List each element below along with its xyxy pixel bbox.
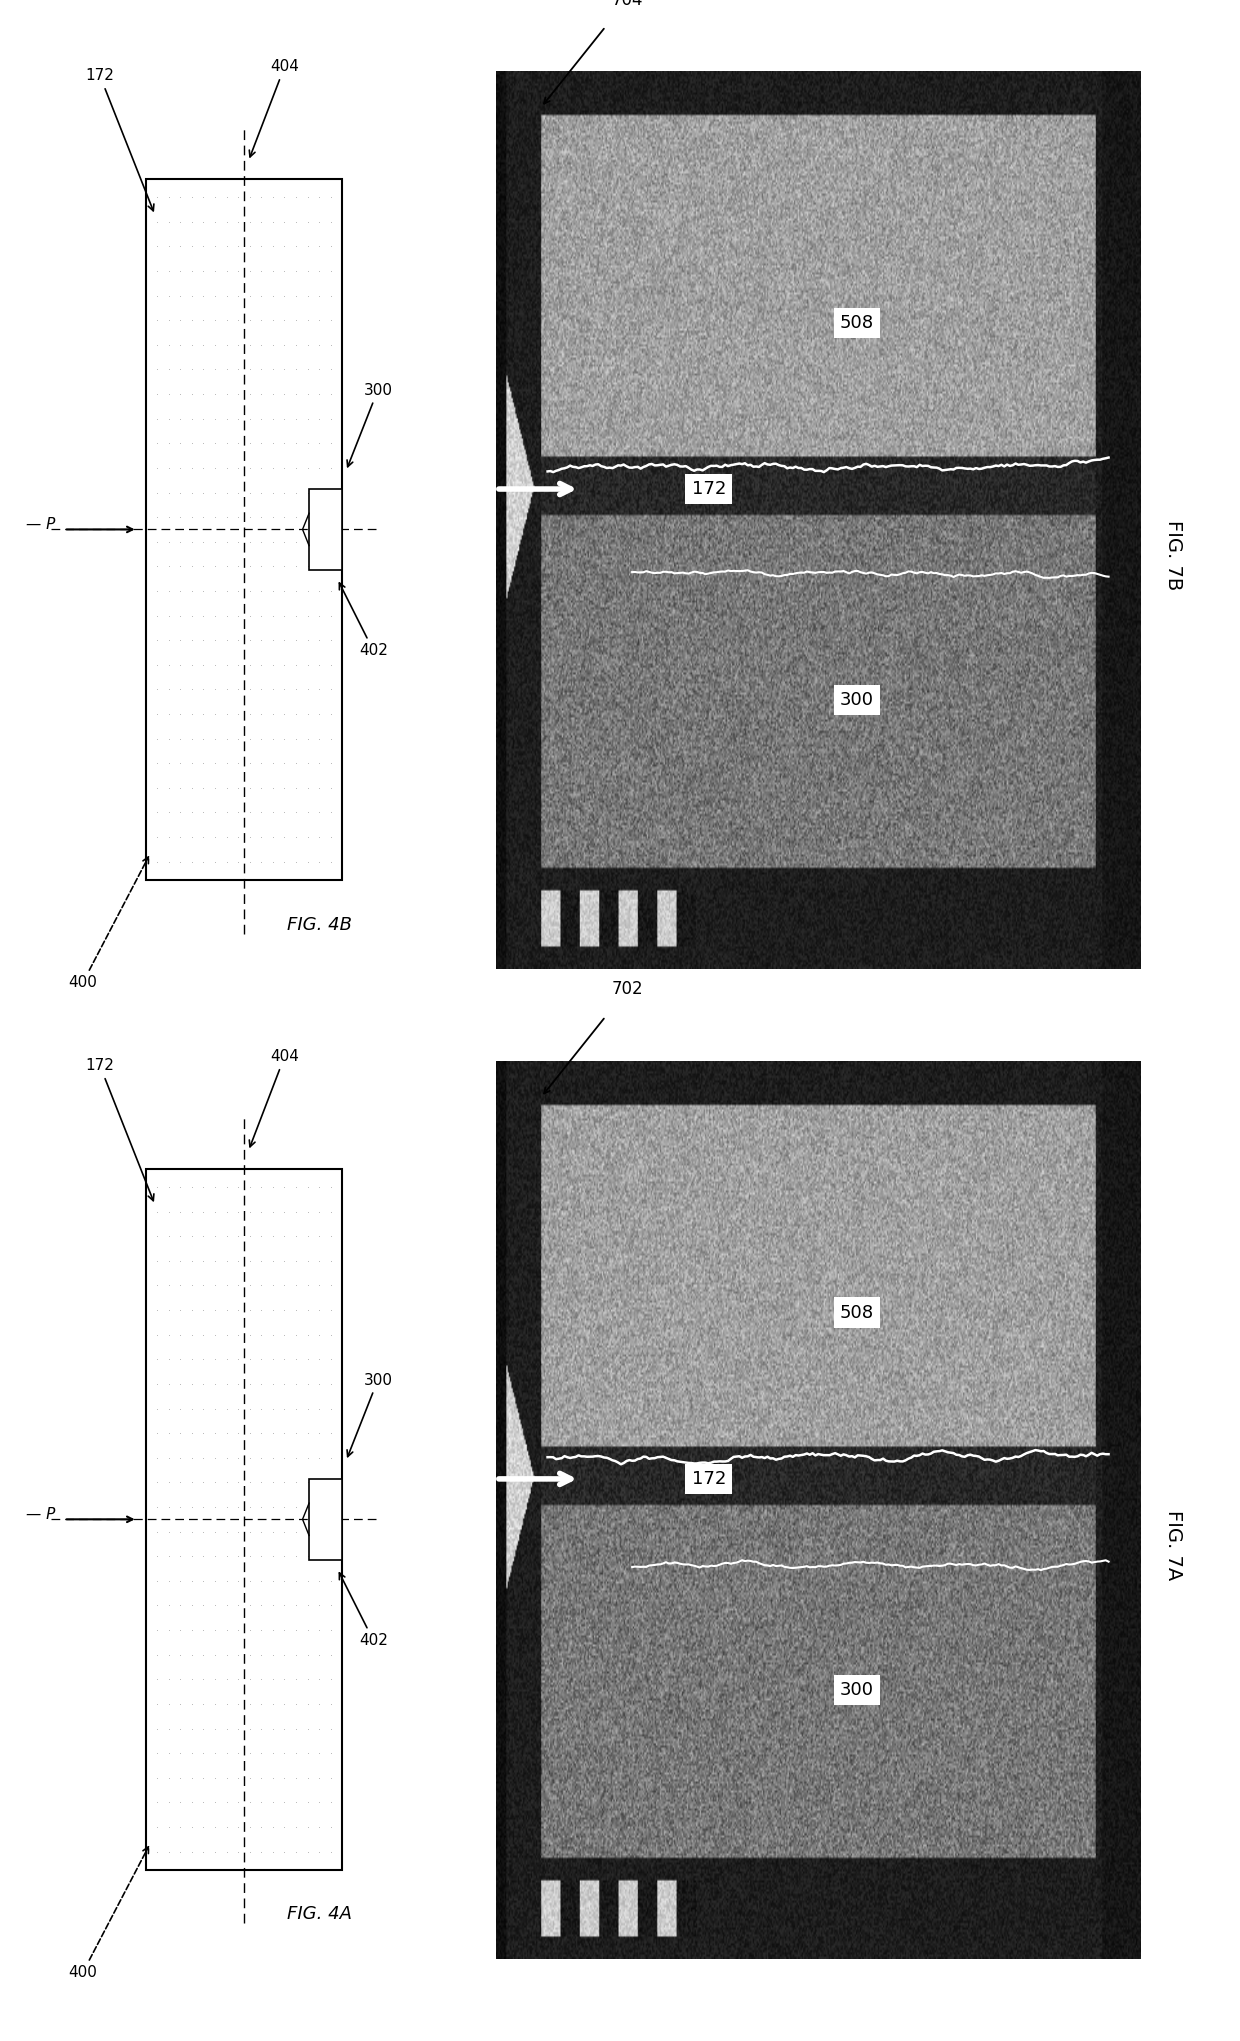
Text: 702: 702: [613, 980, 644, 998]
Text: 400: 400: [68, 857, 149, 990]
Bar: [146, 1169, 342, 1870]
Text: 404: 404: [249, 1049, 299, 1147]
Text: — P: — P: [26, 1508, 56, 1523]
Text: FIG. 7B: FIG. 7B: [1163, 520, 1183, 590]
Text: FIG. 4B: FIG. 4B: [288, 916, 352, 933]
Text: 508: 508: [839, 314, 874, 333]
Text: 404: 404: [249, 59, 299, 157]
Text: FIG. 4A: FIG. 4A: [288, 1906, 352, 1923]
Text: 172: 172: [692, 480, 725, 498]
Text: 300: 300: [839, 1682, 874, 1698]
Text: 172: 172: [86, 1059, 154, 1200]
Text: 402: 402: [340, 1574, 388, 1647]
Text: 508: 508: [839, 1304, 874, 1323]
Text: 400: 400: [68, 1847, 149, 1980]
Text: 300: 300: [347, 384, 392, 467]
Bar: [309, 490, 342, 569]
Text: 402: 402: [340, 584, 388, 657]
Text: 300: 300: [839, 692, 874, 708]
Text: 172: 172: [86, 69, 154, 210]
Bar: [309, 1480, 342, 1559]
Text: 172: 172: [692, 1470, 725, 1488]
Text: 300: 300: [347, 1374, 392, 1457]
Bar: [146, 180, 342, 880]
Text: 704: 704: [613, 0, 644, 8]
Text: — P: — P: [26, 518, 56, 533]
Text: FIG. 7A: FIG. 7A: [1163, 1510, 1183, 1580]
